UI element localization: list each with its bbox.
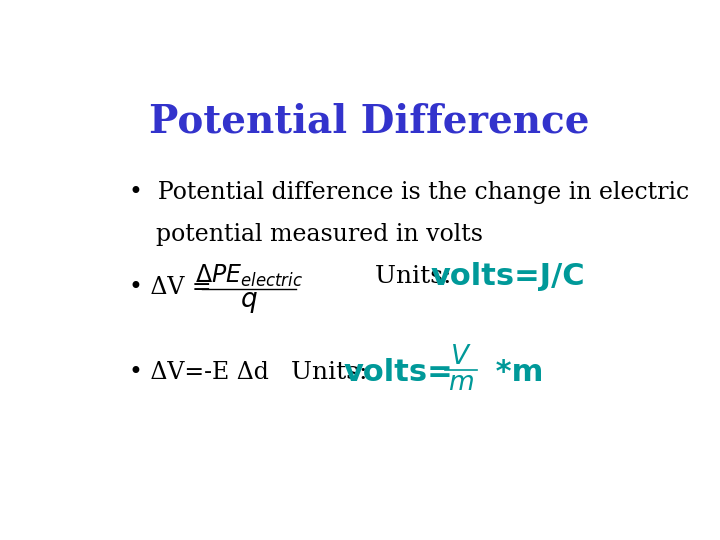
Text: Units:: Units: bbox=[374, 265, 459, 288]
Text: $\mathit{m}$: $\mathit{m}$ bbox=[448, 370, 474, 396]
Text: Units:: Units: bbox=[291, 361, 375, 384]
Text: *m: *m bbox=[485, 358, 544, 387]
Text: volts=J/C: volts=J/C bbox=[431, 262, 585, 292]
Text: •  Potential difference is the change in electric: • Potential difference is the change in … bbox=[129, 181, 689, 204]
Text: potential measured in volts: potential measured in volts bbox=[156, 223, 483, 246]
Text: $\mathit{q}$: $\mathit{q}$ bbox=[240, 289, 258, 315]
Text: • ΔV =: • ΔV = bbox=[129, 276, 219, 299]
Text: Potential Difference: Potential Difference bbox=[149, 102, 589, 140]
Text: • ΔV=-E Δd: • ΔV=-E Δd bbox=[129, 361, 269, 384]
Text: $\mathit{V}$: $\mathit{V}$ bbox=[450, 345, 472, 370]
Text: volts=: volts= bbox=[344, 358, 454, 387]
Text: $\Delta\mathit{PE}_{\mathit{electric}}$: $\Delta\mathit{PE}_{\mathit{electric}}$ bbox=[195, 263, 303, 289]
